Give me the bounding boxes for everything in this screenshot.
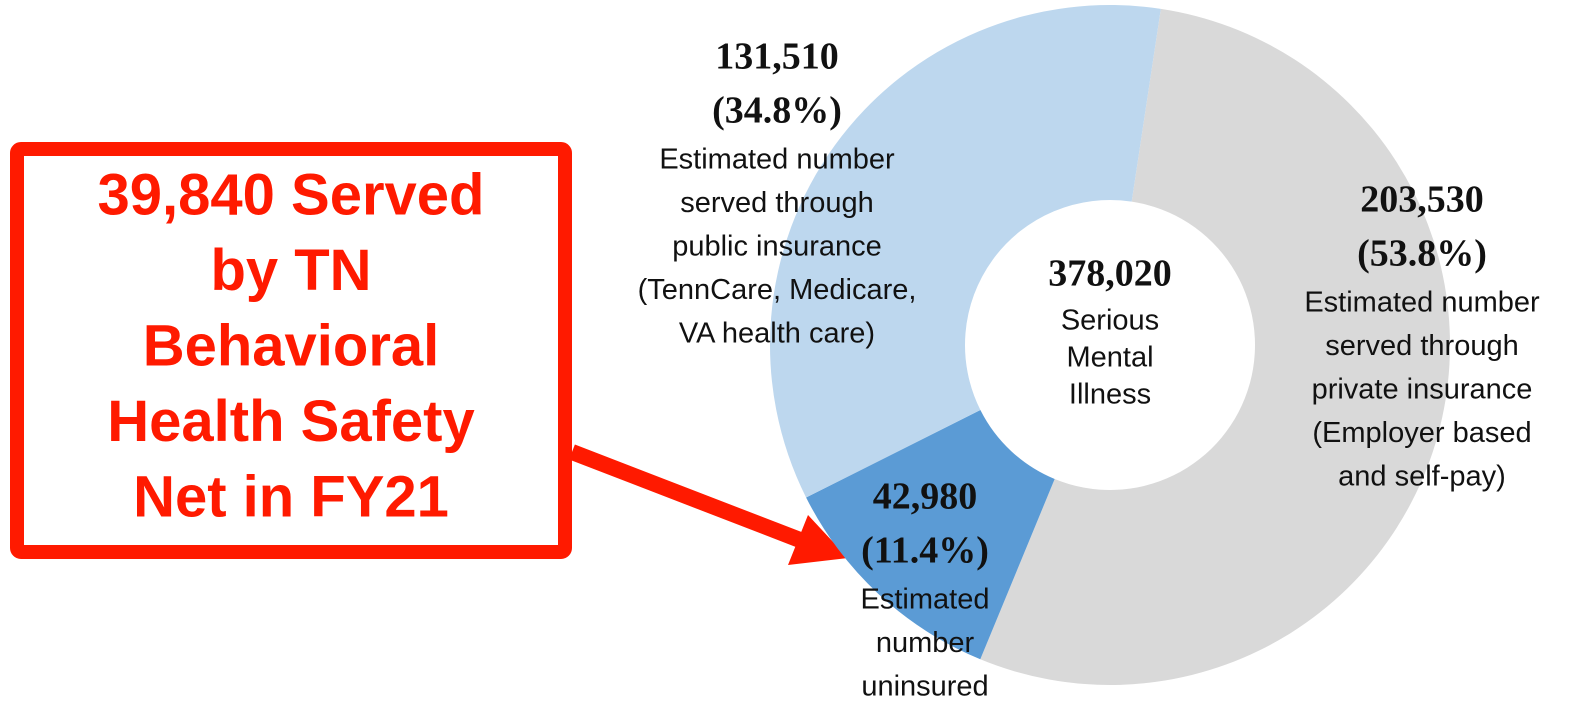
callout-text: Net in FY21 xyxy=(133,464,449,529)
segment-description: private insurance xyxy=(1312,374,1533,406)
center-label: Illness xyxy=(1069,379,1151,411)
donut-segment xyxy=(770,5,1161,498)
callout-text: 39,840 Served xyxy=(98,162,485,227)
segment-description: Estimated number xyxy=(1304,287,1540,319)
callout-box xyxy=(10,142,572,559)
center-label: Mental xyxy=(1066,342,1153,374)
value-label: 42,980 xyxy=(873,476,978,518)
callout-text: by TN xyxy=(210,238,371,303)
segment-description: number xyxy=(876,627,975,659)
segment-description: Estimated xyxy=(861,584,990,616)
callout-arrow xyxy=(569,444,803,548)
value-label: 203,530 xyxy=(1360,179,1484,221)
percent-label: (53.8%) xyxy=(1357,233,1487,275)
segment-description: (TennCare, Medicare, xyxy=(638,274,917,306)
segment-description: Estimated number xyxy=(659,144,895,176)
percent-label: (11.4%) xyxy=(861,530,989,572)
callout-text: Health Safety xyxy=(107,389,474,454)
donut-segment xyxy=(806,410,1055,660)
donut-segment xyxy=(980,8,1450,685)
callout-text: Behavioral xyxy=(143,313,440,378)
percent-label: (34.8%) xyxy=(712,90,842,132)
segment-description: served through xyxy=(680,187,873,219)
value-label: 131,510 xyxy=(715,36,839,78)
segment-description: and self-pay) xyxy=(1338,461,1506,493)
segment-description: VA health care) xyxy=(679,318,875,350)
segment-description: public insurance xyxy=(672,231,882,263)
center-total: 378,020 xyxy=(1048,253,1172,295)
segment-description: (Employer based xyxy=(1312,417,1531,449)
segment-description: uninsured xyxy=(861,671,988,703)
center-label: Serious xyxy=(1061,305,1159,337)
segment-description: served through xyxy=(1325,330,1518,362)
callout-arrowhead xyxy=(788,515,848,565)
